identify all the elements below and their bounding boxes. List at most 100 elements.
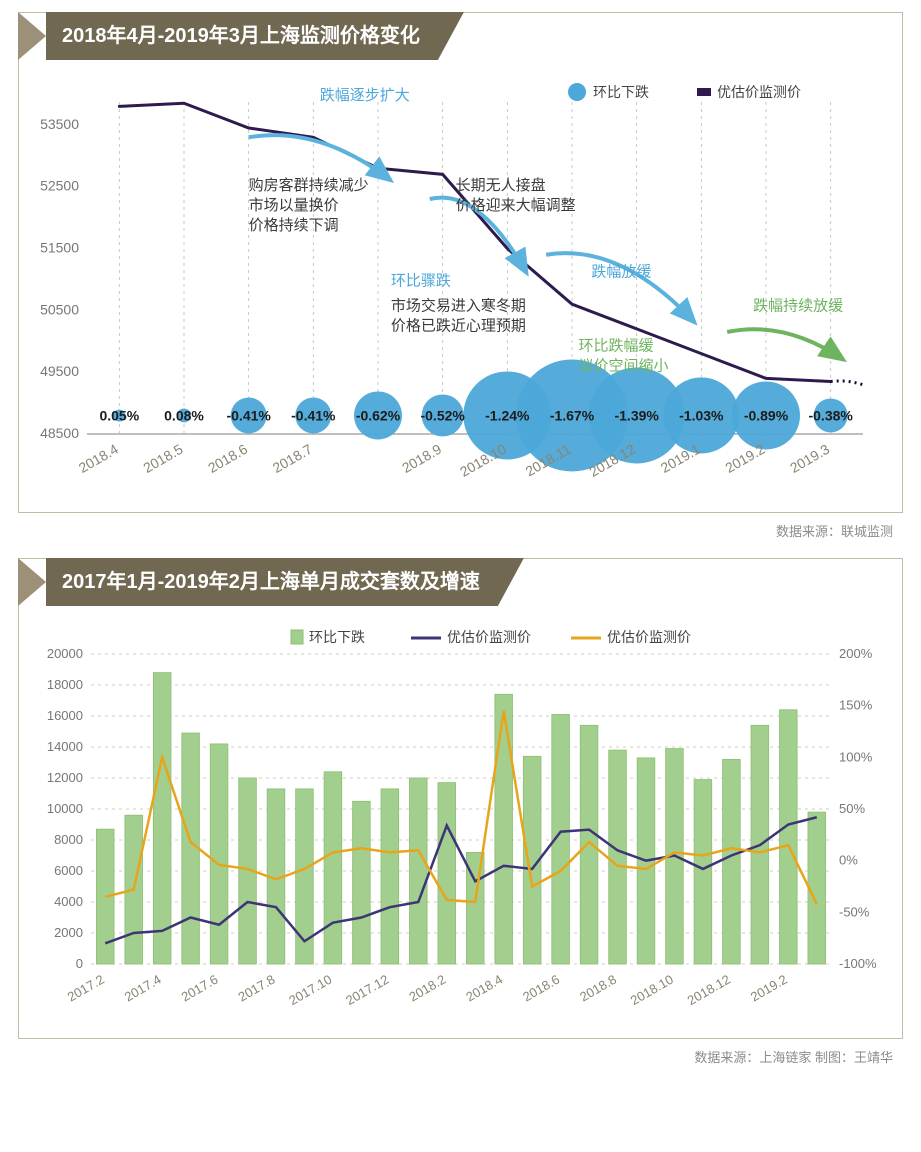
svg-text:53500: 53500 — [40, 116, 79, 132]
annotation-text: 环比跌幅缓 — [578, 338, 653, 355]
bubble-label: -1.03% — [679, 407, 724, 423]
annotation-arrow — [249, 135, 391, 180]
y-left-label: 4000 — [54, 894, 83, 909]
x-tick-label: 2019.2 — [722, 441, 767, 476]
bubble-label: -0.52% — [420, 407, 465, 423]
bubble-label: -0.41% — [226, 407, 271, 423]
bubble-label: -1.24% — [485, 407, 530, 423]
chart2-area: 0200040006000800010000120001400016000180… — [35, 620, 886, 1030]
bubble-label: -0.38% — [808, 407, 853, 423]
x-tick-label: 2018.2 — [406, 972, 448, 1005]
x-tick-label: 2018.7 — [270, 441, 315, 476]
y-right-label: -50% — [839, 904, 870, 919]
y-left-label: 16000 — [47, 708, 83, 723]
y-left-label: 18000 — [47, 677, 83, 692]
bubble-label: -0.89% — [744, 407, 789, 423]
y-right-label: 150% — [839, 698, 873, 713]
x-tick-label: 2018.9 — [399, 441, 444, 476]
bubble-label: -0.41% — [291, 407, 336, 423]
chart2-source: 数据来源：上海链家 制图：王靖华 — [0, 1047, 893, 1066]
bubble-label: 0.08% — [164, 407, 204, 423]
svg-text:49500: 49500 — [40, 363, 79, 379]
y-left-label: 10000 — [47, 801, 83, 816]
bar — [409, 778, 427, 964]
bar — [808, 812, 826, 964]
y-left-label: 2000 — [54, 925, 83, 940]
bubble-label: -1.67% — [550, 407, 595, 423]
x-tick-label: 2019.2 — [748, 972, 790, 1005]
x-tick-label: 2017.8 — [236, 972, 278, 1005]
sash-triangle-icon — [18, 558, 46, 606]
svg-text:51500: 51500 — [40, 240, 79, 256]
chart1-title-sash: 2018年4月-2019年3月上海监测价格变化 — [18, 12, 902, 60]
x-tick-label: 2018.5 — [140, 441, 185, 476]
legend-yellow: 优估价监测价 — [607, 629, 691, 645]
y-left-label: 14000 — [47, 739, 83, 754]
annotation-text: 价格已跌近心理预期 — [391, 317, 526, 334]
annotation-arrow — [727, 329, 843, 360]
chart1-panel: 2018年4月-2019年3月上海监测价格变化 48500 49500 50500 5… — [18, 12, 903, 513]
y-right-label: 50% — [839, 801, 865, 816]
x-tick-label: 2018.6 — [205, 441, 250, 476]
y-right-label: -100% — [839, 956, 877, 971]
x-tick-label: 2017.4 — [122, 972, 164, 1005]
legend-bubble: 环比下跌 — [593, 84, 649, 100]
x-tick-label: 2018.10 — [628, 972, 676, 1008]
annotation-text: 跌幅持续放缓 — [753, 297, 843, 314]
svg-text:52500: 52500 — [40, 178, 79, 194]
x-tick-label: 2017.2 — [65, 972, 107, 1005]
dotted-tail — [831, 381, 865, 386]
svg-text:48500: 48500 — [40, 425, 79, 441]
annotation-text: 价格迎来大幅调整 — [456, 197, 576, 214]
chart1-title: 2018年4月-2019年3月上海监测价格变化 — [46, 12, 464, 60]
y-left-label: 8000 — [54, 832, 83, 847]
x-tick-label: 2018.4 — [76, 441, 121, 476]
x-tick-label: 2018.4 — [463, 972, 505, 1005]
annotation-text: 市场交易进入寒冬期 — [391, 296, 526, 314]
y-right-label: 200% — [839, 646, 873, 661]
y-right-label: 0% — [839, 853, 858, 868]
x-tick-label: 2017.12 — [343, 972, 391, 1008]
x-tick-label: 2017.6 — [179, 972, 221, 1005]
x-tick-label: 2018.12 — [685, 972, 733, 1008]
chart1-source: 数据来源：联城监测 — [0, 521, 893, 540]
annotation-text: 长期无人接盘 — [456, 176, 546, 194]
bar — [694, 780, 712, 964]
x-tick-label: 2018.6 — [520, 972, 562, 1005]
y-left-label: 0 — [76, 956, 83, 971]
x-tick-label: 2017.10 — [286, 972, 334, 1008]
bubble-label: -0.62% — [356, 407, 401, 423]
bar — [723, 759, 741, 964]
x-tick-label: 2019.3 — [787, 441, 832, 476]
y-left-label: 20000 — [47, 646, 83, 661]
chart2-svg: 0200040006000800010000120001400016000180… — [35, 620, 887, 1030]
legend-bar: 环比下跌 — [309, 629, 365, 645]
bar — [353, 801, 371, 964]
chart2-title: 2017年1月-2019年2月上海单月成交套数及增速 — [46, 558, 524, 606]
chart2-panel: 2017年1月-2019年2月上海单月成交套数及增速 0200040006000… — [18, 558, 903, 1039]
x-tick-label: 2018.8 — [577, 972, 619, 1005]
annotation-text: 购房客群持续减少 — [249, 177, 369, 194]
bubble-label: 0.05% — [99, 407, 139, 423]
bar — [609, 750, 627, 964]
bar — [210, 744, 228, 964]
bar — [153, 673, 171, 964]
annotation-text: 跌幅逐步扩大 — [320, 87, 410, 104]
annotation-text: 议价空间缩小 — [578, 358, 668, 375]
svg-text:50500: 50500 — [40, 301, 79, 317]
y-left-label: 12000 — [47, 770, 83, 785]
price-line — [119, 103, 830, 381]
bar — [381, 789, 399, 964]
y-right-label: 100% — [839, 749, 873, 764]
bar — [580, 725, 598, 964]
annotation-text: 跌幅放缓 — [591, 263, 651, 280]
annotation-text: 市场以量换价 — [249, 197, 339, 214]
sash-triangle-icon — [18, 12, 46, 60]
annotation-text: 环比骤跌 — [391, 273, 451, 290]
bar — [438, 783, 456, 964]
chart1-area: 48500 49500 50500 51500 52500 53500 0.05% 0.08%… — [35, 74, 886, 504]
legend-purple: 优估价监测价 — [447, 629, 531, 645]
annotation-text: 价格持续下调 — [249, 217, 339, 234]
bar — [495, 694, 513, 964]
bubble-label: -1.39% — [614, 407, 659, 423]
